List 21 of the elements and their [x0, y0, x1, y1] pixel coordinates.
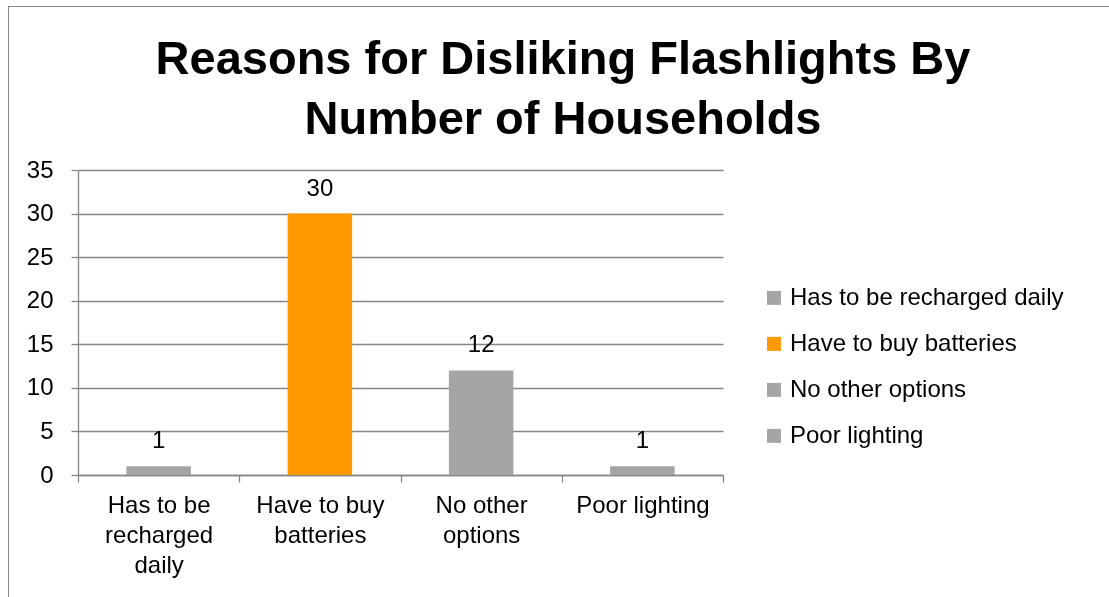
data-label: 12 — [467, 330, 495, 358]
x-tick-label: Has to be recharged daily — [105, 490, 214, 578]
y-tick-label: 5 — [40, 416, 54, 444]
x-tick-label: Poor lighting — [576, 490, 710, 518]
x-tick-label: Have to buy batteries — [256, 490, 385, 548]
y-tick-label: 0 — [40, 460, 54, 488]
data-label: 1 — [635, 426, 650, 454]
legend-label: Has to be recharged daily — [790, 282, 1064, 310]
y-tick-label: 20 — [26, 286, 54, 314]
legend-label: No other options — [790, 374, 967, 402]
legend-label: Poor lighting — [790, 420, 924, 448]
data-label: 1 — [151, 426, 166, 454]
x-tick-label: No other options — [435, 490, 528, 548]
y-tick-label: 15 — [26, 329, 54, 357]
chart-title: Reasons for Disliking Flashlights By Number of Households — [155, 31, 971, 144]
data-label: 30 — [306, 173, 334, 201]
legend-label: Have to buy batteries — [790, 328, 1017, 356]
y-tick-label: 25 — [26, 242, 54, 270]
y-tick-label: 30 — [26, 199, 54, 227]
y-tick-label: 35 — [26, 155, 54, 183]
y-tick-label: 10 — [26, 373, 54, 401]
